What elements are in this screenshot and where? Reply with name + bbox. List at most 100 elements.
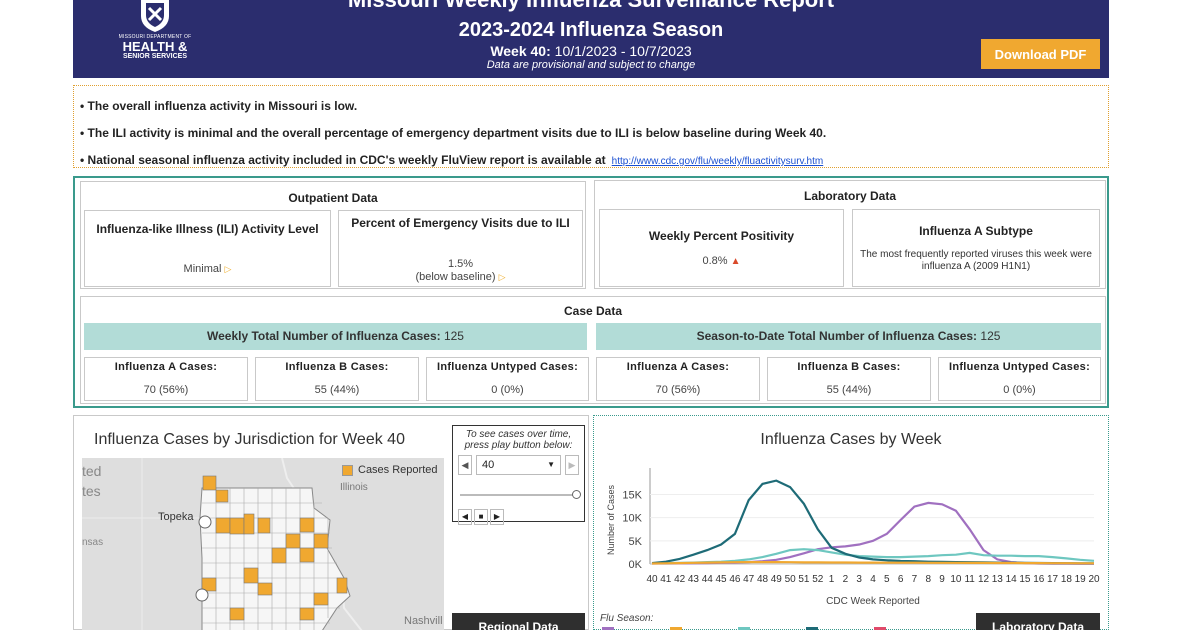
x-tick-label: 8 — [925, 574, 931, 585]
cases-reported-swatch — [342, 464, 353, 476]
weekly-influenza-a-label: Influenza A Cases: — [114, 361, 218, 373]
week-dates: 10/1/2023 - 10/7/2023 — [554, 43, 692, 59]
influenza-a-subtype-card: Influenza A Subtype The most frequently … — [852, 209, 1100, 287]
x-tick-label: 9 — [939, 574, 945, 585]
series-line-teal-light — [651, 548, 1095, 565]
x-tick-label: 12 — [978, 574, 990, 585]
case-data-section: Case Data Weekly Total Number of Influen… — [80, 296, 1106, 404]
x-tick-label: 46 — [729, 574, 741, 585]
weekly-total-bar: Weekly Total Number of Influenza Cases: … — [84, 323, 587, 350]
x-tick-label: 15 — [1019, 574, 1031, 585]
week-select-value: 40 — [482, 459, 495, 471]
regional-data-button[interactable]: Regional Data — [452, 613, 585, 630]
x-axis-label: CDC Week Reported — [826, 596, 920, 607]
percent-positivity-title: Weekly Percent Positivity — [648, 229, 795, 243]
x-tick-label: 43 — [688, 574, 700, 585]
legend-swatch[interactable] — [670, 627, 682, 630]
x-tick-label: 1 — [829, 574, 835, 585]
download-pdf-button[interactable]: Download PDF — [981, 39, 1100, 69]
x-tick-label: 40 — [646, 574, 658, 585]
weekly-influenza-b-card: Influenza B Cases: 55 (44%) — [255, 357, 419, 401]
summary-line-3-text: • National seasonal influenza activity i… — [80, 153, 606, 167]
report-title: Missouri Weekly Influenza Surveillance R… — [73, 0, 1109, 12]
weekly-influenza-a-card: Influenza A Cases: 70 (56%) — [84, 357, 248, 401]
x-tick-label: 11 — [964, 574, 975, 585]
ili-activity-title: Influenza-like Illness (ILI) Activity Le… — [96, 222, 319, 236]
x-tick-label: 13 — [992, 574, 1004, 585]
week-select[interactable]: 40 ▼ — [476, 455, 561, 475]
season-influenza-b-card: Influenza B Cases: 55 (44%) — [767, 357, 931, 401]
legend-swatch[interactable] — [874, 627, 886, 630]
map-title: Influenza Cases by Jurisdiction for Week… — [94, 431, 405, 448]
x-tick-label: 3 — [856, 574, 862, 585]
flu-season-label: Flu Season: — [600, 613, 654, 624]
season-influenza-b-label: Influenza B Cases: — [797, 361, 901, 373]
x-tick-label: 16 — [1033, 574, 1045, 585]
logo-line-2: HEALTH & — [122, 39, 188, 54]
summary-line-2: • The ILI activity is minimal and the ov… — [80, 126, 827, 140]
x-tick-label: 45 — [716, 574, 728, 585]
play-button[interactable]: ▶ — [490, 509, 504, 525]
x-tick-label: 50 — [785, 574, 797, 585]
laboratory-title: Laboratory Data — [803, 189, 897, 203]
laboratory-data-button[interactable]: Laboratory Data — [976, 613, 1100, 630]
season-title: 2023-2024 Influenza Season — [458, 19, 724, 41]
legend-swatch[interactable] — [806, 627, 818, 630]
weekly-influenza-untyped-label: Influenza Untyped Cases: — [436, 361, 579, 373]
previous-week-button[interactable]: ◀ — [458, 455, 472, 475]
season-total-value: 125 — [980, 329, 1001, 343]
increase-triangle-icon: ▲ — [730, 256, 741, 267]
series-line-dark-teal — [651, 479, 1095, 565]
season-influenza-untyped-value: 0 (0%) — [1003, 384, 1036, 396]
playback-note: To see cases over time, press play butto… — [464, 429, 573, 451]
report-header: MISSOURI DEPARTMENT OF HEALTH & SENIOR S… — [73, 0, 1109, 78]
season-total-label: Season-to-Date Total Number of Influenza… — [696, 329, 978, 343]
x-tick-label: 47 — [743, 574, 755, 585]
series-line-purple — [652, 501, 1094, 565]
ed-visits-value: 1.5% — [447, 258, 474, 270]
map-label-tes: tes — [82, 483, 101, 499]
data-panel: Outpatient Data Influenza-like Illness (… — [73, 176, 1109, 408]
map-legend: Cases Reported — [342, 464, 438, 476]
step-back-button[interactable]: ◀ — [458, 509, 472, 525]
ili-activity-value: Minimal — [183, 263, 222, 275]
x-tick-label: 4 — [870, 574, 876, 585]
laboratory-section: Laboratory Data Weekly Percent Positivit… — [594, 180, 1106, 289]
logo-line-1: MISSOURI DEPARTMENT OF — [118, 34, 192, 40]
weekly-influenza-untyped-value: 0 (0%) — [491, 384, 524, 396]
x-tick-label: 19 — [1075, 574, 1087, 585]
provisional-note: Data are provisional and subject to chan… — [486, 59, 696, 71]
missouri-county-map[interactable]: Topeka Illinois ted tes nsas Nashvill Ca… — [82, 458, 444, 630]
next-week-button[interactable]: ▶ — [565, 455, 579, 475]
chevron-down-icon: ▼ — [547, 460, 555, 469]
week-slider-handle[interactable] — [572, 490, 581, 499]
week-playback-control: To see cases over time, press play butto… — [452, 425, 585, 525]
week-range: Week 40: 10/1/2023 - 10/7/2023 — [73, 43, 1109, 59]
legend-swatch[interactable] — [602, 627, 614, 630]
weekly-influenza-b-value: 55 (44%) — [314, 384, 360, 396]
stop-button[interactable]: ■ — [474, 509, 488, 525]
y-tick-label: 5K — [629, 536, 643, 548]
cdc-fluview-link[interactable]: http://www.cdc.gov/flu/weekly/fluactivit… — [611, 156, 824, 167]
week-slider[interactable] — [460, 490, 581, 499]
season-influenza-untyped-label: Influenza Untyped Cases: — [948, 361, 1091, 373]
y-tick-label: 10K — [622, 513, 642, 525]
weekly-total-label: Weekly Total Number of Influenza Cases: — [207, 329, 441, 343]
playback-buttons: ◀ ■ ▶ — [458, 509, 504, 525]
map-legend-label: Cases Reported — [358, 464, 438, 476]
outpatient-title: Outpatient Data — [288, 191, 378, 205]
map-label-ted: ted — [82, 463, 101, 479]
summary-line-1: • The overall influenza activity in Miss… — [80, 99, 358, 113]
week-label: Week 40: — [490, 43, 551, 59]
steady-triangle-icon: ▷ — [498, 272, 506, 282]
steady-triangle-icon: ▷ — [224, 264, 232, 274]
summary-box: • The overall influenza activity in Miss… — [73, 85, 1109, 168]
jurisdiction-map-panel: Influenza Cases by Jurisdiction for Week… — [73, 415, 589, 630]
y-tick-label: 15K — [622, 490, 642, 502]
case-data-title: Case Data — [563, 304, 623, 318]
ed-visits-title: Percent of Emergency Visits due to ILI — [351, 216, 570, 230]
cases-by-week-panel: Influenza Cases by Week 0K 5K 10K 15K 40 41 42… — [593, 415, 1109, 630]
legend-swatch[interactable] — [738, 627, 750, 630]
percent-positivity-value: 0.8% — [702, 255, 728, 267]
